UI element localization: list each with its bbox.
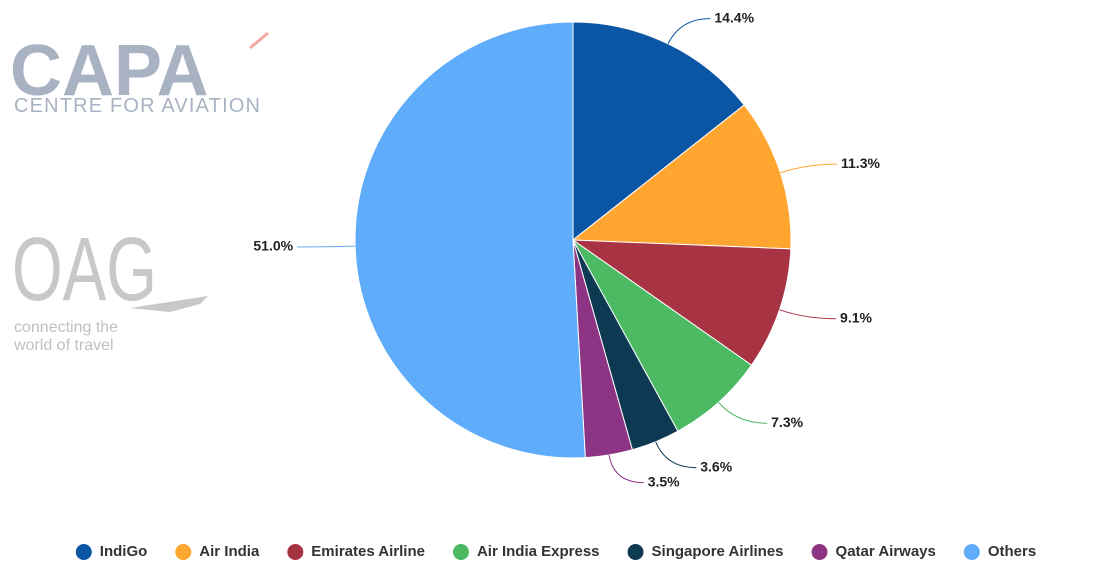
value-label: 51.0% <box>253 238 293 254</box>
legend-label: Others <box>988 543 1036 560</box>
capa-plane <box>249 31 269 50</box>
legend-marker <box>452 544 469 560</box>
oag-plane <box>130 296 208 312</box>
leader-line <box>608 454 644 484</box>
legend-marker <box>75 544 92 560</box>
capa-subtitle: CENTRE FOR AVIATION <box>14 95 260 117</box>
legend-marker <box>627 544 644 560</box>
value-label: 7.3% <box>771 414 803 430</box>
legend-marker <box>175 544 192 560</box>
pie-slice <box>571 239 792 366</box>
leader-line <box>779 309 837 320</box>
legend-label: Qatar Airways <box>836 543 936 560</box>
pie-slice <box>354 21 586 459</box>
leader-line <box>780 163 838 174</box>
oag-logo: OAG connecting the world of travel <box>12 220 208 354</box>
legend-marker <box>287 544 304 560</box>
legend-label: Air India <box>199 543 260 560</box>
value-label: 14.4% <box>714 9 754 25</box>
pie-slice <box>572 21 745 242</box>
pie-slice <box>571 104 792 250</box>
value-label: 3.6% <box>700 458 732 474</box>
legend-label: IndiGo <box>100 543 148 560</box>
legend-marker <box>811 544 828 560</box>
capa-name: CAPA <box>10 31 209 111</box>
pie-slice <box>572 239 753 432</box>
leader-line <box>297 245 356 248</box>
oag-tagline: connecting the <box>14 319 118 336</box>
leader-line <box>718 402 768 424</box>
leader-line <box>655 441 697 469</box>
leader-line <box>667 18 711 45</box>
legend-label: Air India Express <box>477 543 600 560</box>
value-label: 11.3% <box>841 155 880 171</box>
legend-marker <box>963 544 980 560</box>
legend-label: Singapore Airlines <box>652 543 784 560</box>
legend: IndiGo Air India Emirates Airline Air India… <box>75 543 1036 560</box>
legend-label: Emirates Airline <box>311 543 425 560</box>
value-label: 9.1% <box>840 310 872 326</box>
capa-logo: CAPA CENTRE FOR AVIATION <box>10 31 269 117</box>
value-label: 3.5% <box>648 473 680 489</box>
oag-name: OAG <box>12 220 157 320</box>
oag-tagline: world of travel <box>13 337 114 354</box>
